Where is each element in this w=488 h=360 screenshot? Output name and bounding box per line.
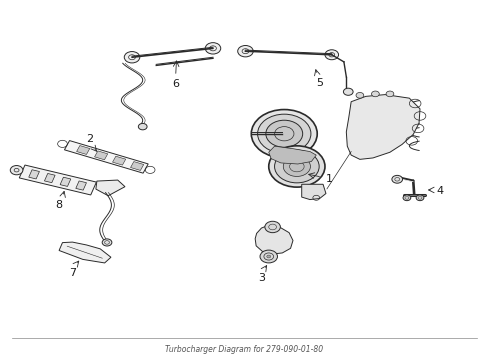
Circle shape: [264, 221, 280, 233]
Polygon shape: [96, 180, 125, 196]
Text: 8: 8: [56, 200, 63, 210]
Circle shape: [266, 255, 270, 258]
Circle shape: [237, 45, 253, 57]
Circle shape: [415, 195, 423, 201]
Polygon shape: [130, 162, 143, 170]
Circle shape: [251, 109, 317, 158]
Text: 7: 7: [69, 267, 76, 278]
Text: 3: 3: [258, 273, 264, 283]
Polygon shape: [112, 156, 125, 165]
Text: 1: 1: [325, 174, 332, 184]
Polygon shape: [346, 95, 419, 159]
Polygon shape: [29, 170, 40, 179]
Circle shape: [343, 88, 352, 95]
Circle shape: [205, 42, 220, 54]
Polygon shape: [301, 184, 325, 199]
Polygon shape: [19, 165, 96, 195]
Circle shape: [355, 93, 363, 98]
Polygon shape: [94, 151, 107, 160]
Circle shape: [138, 123, 147, 130]
Text: 4: 4: [436, 186, 443, 196]
Circle shape: [274, 150, 319, 183]
Polygon shape: [255, 226, 292, 254]
Polygon shape: [268, 146, 316, 164]
Polygon shape: [60, 177, 71, 186]
Circle shape: [283, 157, 310, 176]
Text: 5: 5: [316, 78, 323, 88]
Circle shape: [386, 91, 393, 97]
Circle shape: [124, 51, 140, 63]
Circle shape: [268, 146, 325, 187]
Circle shape: [260, 250, 277, 263]
Text: 2: 2: [85, 134, 93, 144]
Circle shape: [257, 114, 310, 153]
Text: Turbocharger Diagram for 279-090-01-80: Turbocharger Diagram for 279-090-01-80: [165, 345, 323, 354]
Text: 6: 6: [172, 79, 179, 89]
Circle shape: [402, 195, 410, 201]
Circle shape: [102, 239, 112, 246]
Circle shape: [10, 166, 23, 175]
Circle shape: [391, 175, 402, 183]
Polygon shape: [64, 141, 148, 173]
Polygon shape: [59, 242, 111, 263]
Polygon shape: [77, 145, 90, 154]
Circle shape: [371, 91, 379, 97]
Polygon shape: [44, 174, 55, 183]
Circle shape: [265, 120, 302, 147]
Polygon shape: [76, 181, 86, 190]
Circle shape: [325, 50, 338, 60]
